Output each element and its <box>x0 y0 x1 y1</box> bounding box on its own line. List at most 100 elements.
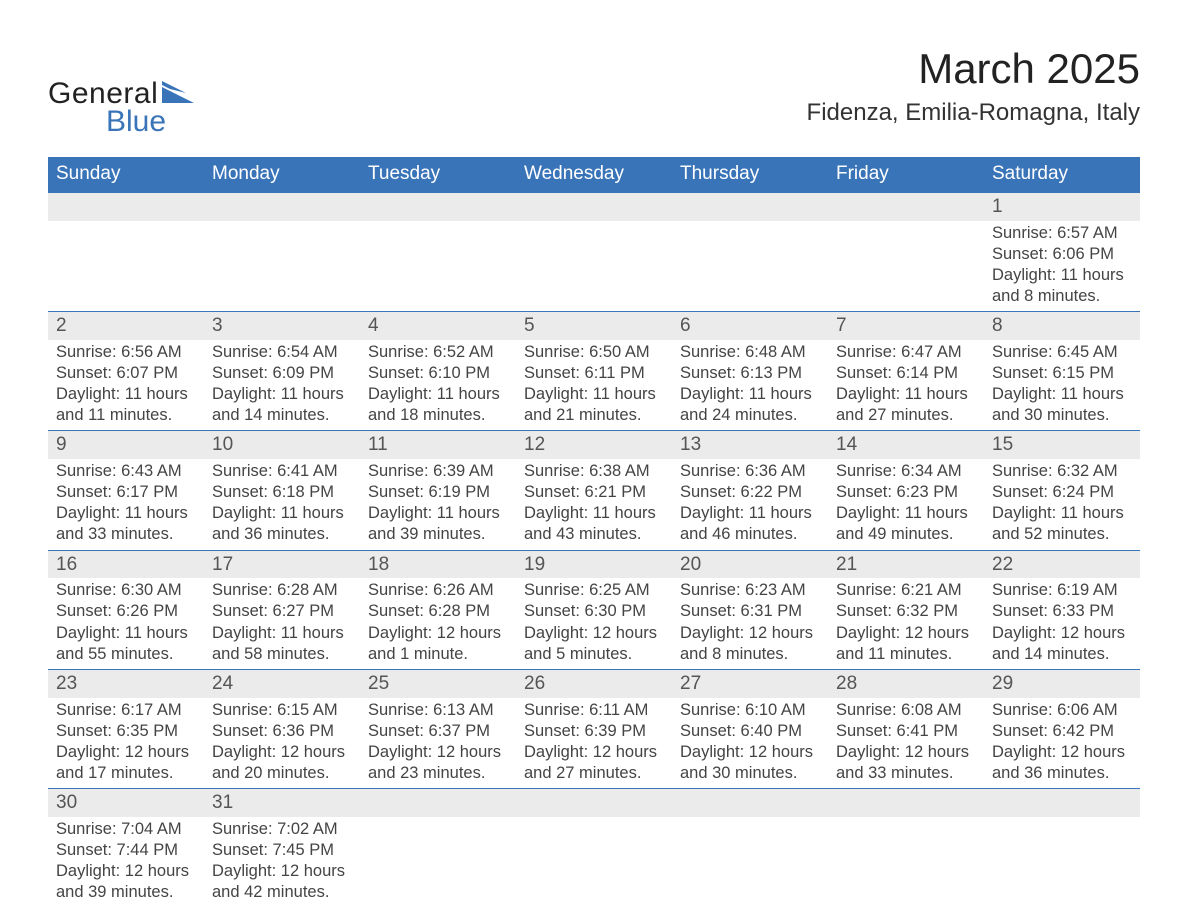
detail-line-sunrise: Sunrise: 6:26 AM <box>368 580 508 601</box>
day-detail-cell: Sunrise: 6:11 AMSunset: 6:39 PMDaylight:… <box>516 698 672 789</box>
daynum-row: 2345678 <box>48 312 1140 340</box>
day-detail-cell <box>516 817 672 907</box>
day-number-cell: 26 <box>516 669 672 697</box>
weekday-header: Tuesday <box>360 157 516 192</box>
detail-line-sunrise: Sunrise: 6:34 AM <box>836 461 976 482</box>
detail-line-day2: and 33 minutes. <box>836 763 976 784</box>
day-detail-cell: Sunrise: 6:57 AMSunset: 6:06 PMDaylight:… <box>984 221 1140 312</box>
day-number-cell <box>360 192 516 221</box>
detail-line-sunrise: Sunrise: 6:38 AM <box>524 461 664 482</box>
detail-line-sunrise: Sunrise: 6:23 AM <box>680 580 820 601</box>
day-number: 8 <box>984 312 1140 340</box>
detail-line-sunset: Sunset: 6:42 PM <box>992 721 1132 742</box>
detail-line-sunset: Sunset: 6:30 PM <box>524 601 664 622</box>
day-detail-cell <box>984 817 1140 907</box>
detail-line-day1: Daylight: 12 hours <box>212 861 352 882</box>
day-detail-cell <box>204 221 360 312</box>
detail-line-sunrise: Sunrise: 6:25 AM <box>524 580 664 601</box>
detail-line-day2: and 11 minutes. <box>836 644 976 665</box>
detail-line-day1: Daylight: 11 hours <box>212 623 352 644</box>
day-details: Sunrise: 6:28 AMSunset: 6:27 PMDaylight:… <box>204 578 360 668</box>
day-detail-cell: Sunrise: 6:41 AMSunset: 6:18 PMDaylight:… <box>204 459 360 550</box>
detail-line-sunrise: Sunrise: 6:43 AM <box>56 461 196 482</box>
detail-line-day1: Daylight: 12 hours <box>56 861 196 882</box>
day-number-cell: 23 <box>48 669 204 697</box>
day-number: 14 <box>828 431 984 459</box>
day-number-cell: 21 <box>828 550 984 578</box>
day-details: Sunrise: 6:36 AMSunset: 6:22 PMDaylight:… <box>672 459 828 549</box>
calendar-table: SundayMondayTuesdayWednesdayThursdayFrid… <box>48 157 1140 907</box>
day-number: 31 <box>204 789 360 817</box>
day-details: Sunrise: 6:34 AMSunset: 6:23 PMDaylight:… <box>828 459 984 549</box>
day-number: 17 <box>204 551 360 579</box>
day-details: Sunrise: 6:10 AMSunset: 6:40 PMDaylight:… <box>672 698 828 788</box>
detail-line-sunrise: Sunrise: 6:30 AM <box>56 580 196 601</box>
detail-line-day2: and 36 minutes. <box>212 524 352 545</box>
calendar-body: 1Sunrise: 6:57 AMSunset: 6:06 PMDaylight… <box>48 192 1140 907</box>
day-number-cell: 29 <box>984 669 1140 697</box>
detail-line-day2: and 30 minutes. <box>992 405 1132 426</box>
day-detail-cell: Sunrise: 6:10 AMSunset: 6:40 PMDaylight:… <box>672 698 828 789</box>
day-number-cell: 2 <box>48 312 204 340</box>
day-number-cell <box>516 788 672 816</box>
day-details: Sunrise: 6:32 AMSunset: 6:24 PMDaylight:… <box>984 459 1140 549</box>
detail-line-day1: Daylight: 12 hours <box>836 623 976 644</box>
day-detail-cell: Sunrise: 6:39 AMSunset: 6:19 PMDaylight:… <box>360 459 516 550</box>
detail-line-day2: and 42 minutes. <box>212 882 352 903</box>
day-number-cell <box>360 788 516 816</box>
daynum-row: 1 <box>48 192 1140 221</box>
detail-line-sunset: Sunset: 6:17 PM <box>56 482 196 503</box>
day-number: 7 <box>828 312 984 340</box>
day-detail-cell: Sunrise: 6:48 AMSunset: 6:13 PMDaylight:… <box>672 340 828 431</box>
day-number: 28 <box>828 670 984 698</box>
detail-line-day1: Daylight: 12 hours <box>368 623 508 644</box>
day-number: 13 <box>672 431 828 459</box>
detail-line-sunrise: Sunrise: 6:13 AM <box>368 700 508 721</box>
day-number-cell <box>204 192 360 221</box>
detail-line-day2: and 11 minutes. <box>56 405 196 426</box>
day-detail-cell <box>828 817 984 907</box>
detail-line-sunset: Sunset: 6:35 PM <box>56 721 196 742</box>
day-detail-cell: Sunrise: 6:06 AMSunset: 6:42 PMDaylight:… <box>984 698 1140 789</box>
day-number-cell: 9 <box>48 431 204 459</box>
day-number-cell <box>672 788 828 816</box>
day-details: Sunrise: 6:57 AMSunset: 6:06 PMDaylight:… <box>984 221 1140 311</box>
detail-line-sunrise: Sunrise: 6:56 AM <box>56 342 196 363</box>
day-number-cell: 5 <box>516 312 672 340</box>
day-number: 9 <box>48 431 204 459</box>
detail-line-sunrise: Sunrise: 6:21 AM <box>836 580 976 601</box>
detail-line-sunset: Sunset: 7:44 PM <box>56 840 196 861</box>
day-number-cell: 17 <box>204 550 360 578</box>
detail-line-sunrise: Sunrise: 6:10 AM <box>680 700 820 721</box>
day-number-cell <box>516 192 672 221</box>
day-number: 18 <box>360 551 516 579</box>
detail-line-sunset: Sunset: 6:32 PM <box>836 601 976 622</box>
detail-line-sunset: Sunset: 6:09 PM <box>212 363 352 384</box>
day-detail-cell: Sunrise: 7:02 AMSunset: 7:45 PMDaylight:… <box>204 817 360 907</box>
day-detail-cell: Sunrise: 6:19 AMSunset: 6:33 PMDaylight:… <box>984 578 1140 669</box>
detail-line-day1: Daylight: 11 hours <box>212 503 352 524</box>
detail-line-day1: Daylight: 12 hours <box>524 623 664 644</box>
day-detail-cell: Sunrise: 6:50 AMSunset: 6:11 PMDaylight:… <box>516 340 672 431</box>
detail-line-sunset: Sunset: 7:45 PM <box>212 840 352 861</box>
detail-line-day2: and 5 minutes. <box>524 644 664 665</box>
detail-line-day2: and 27 minutes. <box>836 405 976 426</box>
day-number: 22 <box>984 551 1140 579</box>
day-detail-cell <box>672 817 828 907</box>
detail-line-day1: Daylight: 11 hours <box>524 384 664 405</box>
detail-line-sunset: Sunset: 6:11 PM <box>524 363 664 384</box>
day-number-cell: 19 <box>516 550 672 578</box>
day-details: Sunrise: 6:13 AMSunset: 6:37 PMDaylight:… <box>360 698 516 788</box>
day-details: Sunrise: 6:54 AMSunset: 6:09 PMDaylight:… <box>204 340 360 430</box>
day-number-cell: 14 <box>828 431 984 459</box>
detail-line-sunrise: Sunrise: 7:04 AM <box>56 819 196 840</box>
calendar-page: General Blue March 2025 Fidenza, Emilia-… <box>0 0 1188 907</box>
detail-line-day1: Daylight: 11 hours <box>56 384 196 405</box>
day-details: Sunrise: 6:56 AMSunset: 6:07 PMDaylight:… <box>48 340 204 430</box>
day-number-cell: 25 <box>360 669 516 697</box>
day-number: 21 <box>828 551 984 579</box>
day-details: Sunrise: 6:41 AMSunset: 6:18 PMDaylight:… <box>204 459 360 549</box>
detail-line-day2: and 20 minutes. <box>212 763 352 784</box>
location-subtitle: Fidenza, Emilia-Romagna, Italy <box>807 99 1140 127</box>
weekday-header: Friday <box>828 157 984 192</box>
